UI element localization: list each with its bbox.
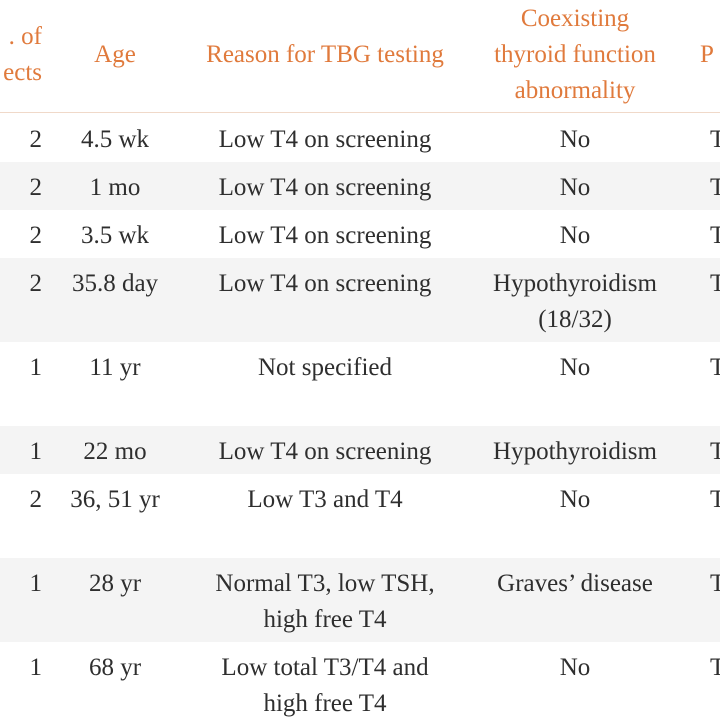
cell-coexisting: Graves’ disease (470, 566, 680, 602)
header-rule (0, 112, 720, 113)
cell-coexisting-line: No (559, 654, 591, 681)
cell-reason-line: Low T4 on screening (218, 126, 432, 153)
cell-age: 11 yr (89, 354, 141, 381)
cell-reason-line: Normal T3, low TSH, (215, 570, 435, 597)
cell-coexisting-line: No (559, 174, 591, 201)
header-age: Age (94, 41, 136, 68)
table-row: 1 22 mo Low T4 on screening Hypothyroidism T (0, 426, 720, 474)
cell-subjects: 1 (29, 654, 43, 681)
cell-next: T (710, 126, 720, 153)
header-coexisting-line3: abnormality (514, 77, 636, 104)
cell-reason: Low T4 on screening (180, 218, 470, 254)
table-row: 2 36, 51 yr Low T3 and T4 No T (0, 474, 720, 558)
header-coexisting-line1: Coexisting (520, 5, 630, 32)
cell-coexisting-line: No (559, 222, 591, 249)
cell-next: T (710, 486, 720, 513)
cell-next: T (710, 222, 720, 249)
cell-reason: Low total T3/T4 and high free T4 (180, 650, 470, 720)
cell-reason: Normal T3, low TSH, high free T4 (180, 566, 470, 638)
table-row: 2 35.8 day Low T4 on screening Hypothyroidi… (0, 258, 720, 342)
cell-next: T (710, 654, 720, 681)
cell-coexisting: No (470, 350, 680, 386)
cell-subjects: 2 (29, 270, 43, 297)
cell-reason-line: high free T4 (263, 690, 387, 717)
cell-coexisting-line: Hypothyroidism (493, 438, 657, 465)
cell-reason: Low T4 on screening (180, 122, 470, 158)
cell-subjects: 2 (29, 222, 43, 249)
table-header: . of ects Age Reason for TBG testing Coe… (0, 0, 720, 112)
cell-subjects: 1 (29, 438, 43, 465)
cell-reason-line: Low T4 on screening (218, 270, 432, 297)
cell-coexisting: No (470, 482, 680, 518)
cell-subjects: 2 (29, 126, 43, 153)
cell-next: T (710, 354, 720, 381)
table-row: 1 11 yr Not specified No T (0, 342, 720, 426)
cell-reason-line: Low total T3/T4 and (221, 654, 429, 681)
cell-coexisting-line: No (559, 126, 591, 153)
table-row: 2 1 mo Low T4 on screening No T (0, 162, 720, 210)
cell-reason: Low T4 on screening (180, 266, 470, 302)
cell-subjects: 2 (29, 486, 43, 513)
table-row: 1 28 yr Normal T3, low TSH, high free T4 Gra… (0, 558, 720, 642)
cell-coexisting: No (470, 218, 680, 254)
cell-reason: Low T4 on screening (180, 170, 470, 206)
cell-coexisting-line: No (559, 354, 591, 381)
cell-reason-line: high free T4 (263, 606, 387, 633)
cell-age: 3.5 wk (80, 222, 150, 249)
cell-coexisting: Hypothyroidism (470, 434, 680, 470)
header-subjects-line1: . of (8, 23, 42, 50)
cell-coexisting: Hypothyroidism (18/32) (470, 266, 680, 338)
cell-reason: Low T3 and T4 (180, 482, 470, 518)
header-subjects: . of ects (0, 19, 50, 91)
cell-coexisting: No (470, 122, 680, 158)
cell-age: 35.8 day (71, 270, 159, 297)
cell-coexisting-line: Hypothyroidism (493, 270, 657, 297)
table-row: 2 4.5 wk Low T4 on screening No T (0, 114, 720, 162)
cell-age: 68 yr (88, 654, 142, 681)
header-subjects-line2: ects (3, 59, 42, 86)
cell-subjects: 1 (29, 354, 43, 381)
cell-age: 1 mo (89, 174, 141, 201)
cell-age: 4.5 wk (80, 126, 150, 153)
header-coexisting-line2: thyroid function (494, 41, 656, 68)
header-reason: Reason for TBG testing (206, 41, 444, 68)
cell-coexisting-line: Graves’ disease (497, 570, 653, 597)
cell-reason: Not specified (180, 350, 470, 386)
header-coexisting: Coexisting thyroid function abnormality (470, 1, 680, 109)
cell-age: 36, 51 yr (70, 486, 160, 513)
cell-coexisting: No (470, 650, 680, 686)
cell-reason-line: Not specified (258, 354, 392, 381)
cell-age: 22 mo (83, 438, 147, 465)
cell-coexisting-line: No (559, 486, 591, 513)
cell-next: T (710, 270, 720, 297)
cell-subjects: 1 (29, 570, 43, 597)
cell-reason: Low T4 on screening (180, 434, 470, 470)
cell-reason-line: Low T4 on screening (218, 174, 432, 201)
cell-next: T (710, 174, 720, 201)
cell-coexisting-line: (18/32) (538, 306, 612, 333)
cell-age: 28 yr (88, 570, 142, 597)
table-row: 1 68 yr Low total T3/T4 and high free T4 No T (0, 642, 720, 720)
table-row: 2 3.5 wk Low T4 on screening No T (0, 210, 720, 258)
header-next-partial: P (700, 41, 714, 68)
cell-reason-line: Low T4 on screening (218, 438, 432, 465)
cell-next: T (710, 570, 720, 597)
cell-reason-line: Low T4 on screening (218, 222, 432, 249)
cell-coexisting: No (470, 170, 680, 206)
cell-reason-line: Low T3 and T4 (247, 486, 403, 513)
cell-next: T (710, 438, 720, 465)
cell-subjects: 2 (29, 174, 43, 201)
